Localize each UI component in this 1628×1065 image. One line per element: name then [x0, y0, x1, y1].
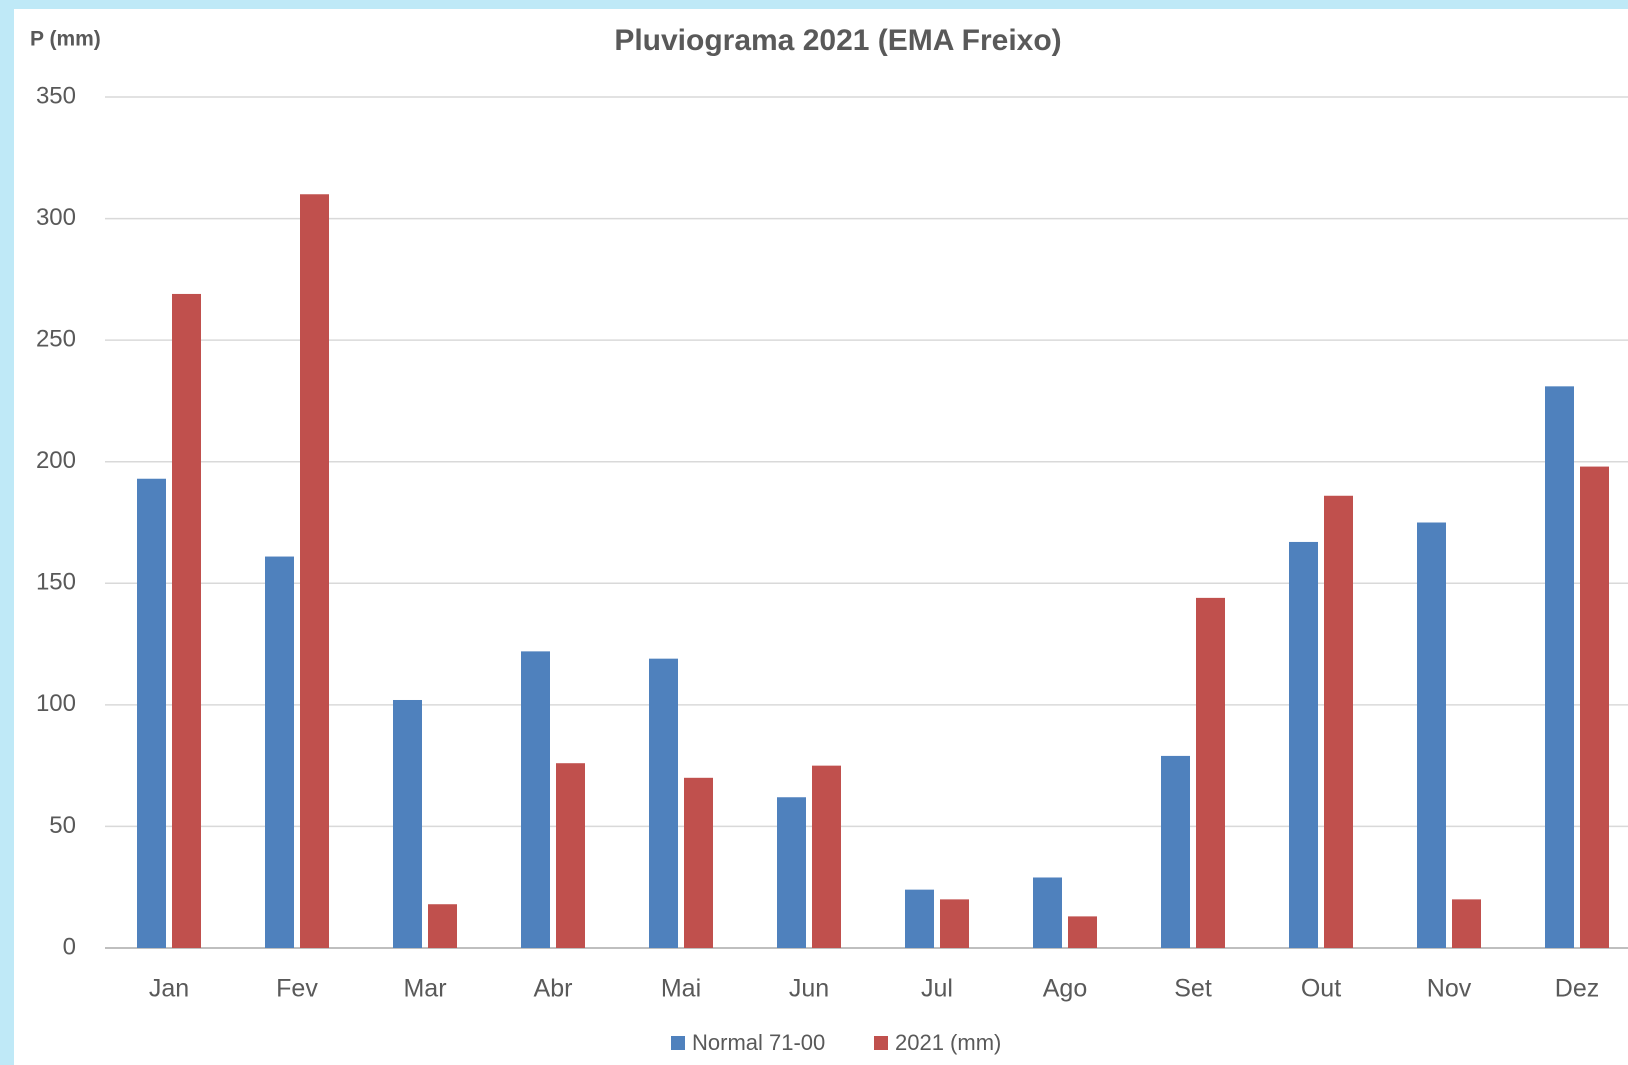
bar: [300, 194, 329, 948]
y-tick-label: 100: [36, 690, 76, 717]
bar: [905, 889, 934, 948]
x-tick-label: Nov: [1427, 975, 1472, 1003]
bar: [812, 765, 841, 948]
bar: [137, 478, 166, 948]
bar: [1161, 755, 1190, 948]
legend-label: Normal 71-00: [692, 1030, 825, 1055]
bar: [1545, 386, 1574, 949]
y-tick-label: 50: [49, 812, 76, 839]
y-tick-label: 300: [36, 204, 76, 231]
y-tick-label: 0: [63, 933, 76, 960]
x-tick-label: Jan: [149, 975, 189, 1003]
legend-label: 2021 (mm): [895, 1030, 1001, 1055]
bar: [649, 658, 678, 948]
bar: [521, 651, 550, 948]
x-tick-label: Dez: [1555, 975, 1599, 1003]
chart-title: Pluviograma 2021 (EMA Freixo): [614, 24, 1061, 57]
x-tick-label: Out: [1301, 975, 1341, 1003]
y-tick-label: 200: [36, 447, 76, 474]
bar: [393, 699, 422, 948]
bar: [1417, 522, 1446, 948]
y-tick-label: 250: [36, 325, 76, 352]
legend-swatch: [671, 1036, 685, 1050]
x-tick-label: Set: [1174, 975, 1212, 1003]
bar: [1580, 466, 1609, 948]
bar: [265, 556, 294, 948]
x-tick-label: Abr: [534, 975, 573, 1003]
bar: [777, 797, 806, 948]
bar: [556, 763, 585, 948]
x-tick-label: Fev: [276, 975, 318, 1003]
bar: [428, 904, 457, 948]
bar: [1196, 597, 1225, 948]
legend-swatch: [874, 1036, 888, 1050]
bar: [1068, 916, 1097, 948]
x-tick-label: Jul: [921, 975, 953, 1003]
x-tick-label: Jun: [789, 975, 829, 1003]
x-tick-label: Mai: [661, 975, 701, 1003]
bar: [684, 777, 713, 948]
bar: [1033, 877, 1062, 948]
bar: [940, 899, 969, 948]
x-tick-label: Ago: [1043, 975, 1087, 1003]
x-tick-label: Mar: [403, 975, 446, 1003]
bar: [1324, 495, 1353, 948]
y-tick-label: 150: [36, 569, 76, 596]
y-axis-label: P (mm): [30, 28, 101, 51]
bar: [1289, 541, 1318, 948]
bar: [1452, 899, 1481, 948]
bar: [172, 293, 201, 949]
y-tick-label: 350: [36, 82, 76, 109]
